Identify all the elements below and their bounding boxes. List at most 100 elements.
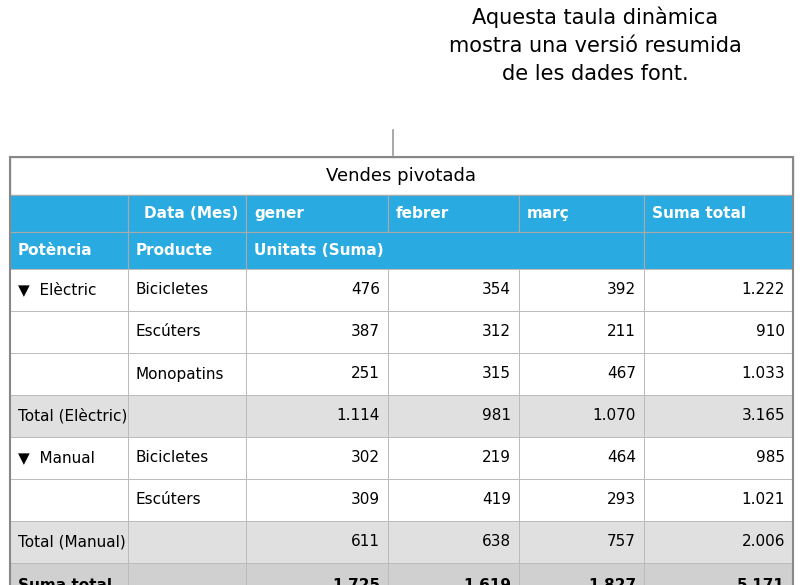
Bar	[643, 232, 792, 269]
Text: 309: 309	[350, 493, 380, 508]
Bar	[519, 521, 643, 563]
Text: Suma total: Suma total	[18, 578, 112, 585]
Bar	[643, 269, 792, 311]
Text: Monopatins: Monopatins	[136, 366, 224, 381]
Bar	[519, 311, 643, 353]
Bar	[246, 232, 643, 269]
Bar	[10, 479, 128, 521]
Text: Bicicletes: Bicicletes	[136, 450, 209, 466]
Bar	[643, 479, 792, 521]
Bar	[128, 232, 246, 269]
Bar	[128, 195, 246, 232]
Bar	[246, 563, 388, 585]
Text: 2.006: 2.006	[740, 535, 784, 549]
Text: març: març	[526, 206, 569, 221]
Bar	[128, 563, 246, 585]
Bar	[246, 479, 388, 521]
Text: 419: 419	[482, 493, 511, 508]
Text: Producte: Producte	[136, 243, 213, 258]
Bar	[128, 395, 246, 437]
Text: ▼  Manual: ▼ Manual	[18, 450, 95, 466]
Bar	[388, 479, 519, 521]
Bar	[10, 437, 128, 479]
Bar	[519, 437, 643, 479]
Bar	[519, 353, 643, 395]
Text: 3.165: 3.165	[740, 408, 784, 424]
Text: Data (Mes): Data (Mes)	[144, 206, 238, 221]
Bar	[246, 521, 388, 563]
Text: 5.171: 5.171	[736, 578, 784, 585]
Text: 910: 910	[755, 325, 784, 339]
Bar	[643, 521, 792, 563]
Bar	[10, 157, 792, 585]
Bar	[643, 311, 792, 353]
Text: Aquesta taula dinàmica
mostra una versió resumida
de les dades font.: Aquesta taula dinàmica mostra una versió…	[448, 7, 740, 84]
Bar	[128, 311, 246, 353]
Text: 757: 757	[606, 535, 635, 549]
Bar	[519, 269, 643, 311]
Bar	[519, 563, 643, 585]
Bar	[519, 195, 643, 232]
Bar	[643, 437, 792, 479]
Text: 251: 251	[351, 366, 380, 381]
Text: 312: 312	[482, 325, 511, 339]
Bar	[10, 232, 128, 269]
Bar	[246, 437, 388, 479]
Text: Total (Manual): Total (Manual)	[18, 535, 125, 549]
Bar	[246, 353, 388, 395]
Text: 467: 467	[606, 366, 635, 381]
Bar	[10, 311, 128, 353]
Bar	[643, 563, 792, 585]
Text: 476: 476	[351, 283, 380, 298]
Bar	[246, 269, 388, 311]
Text: 387: 387	[351, 325, 380, 339]
Bar	[643, 353, 792, 395]
Bar	[388, 395, 519, 437]
Text: 1.021: 1.021	[740, 493, 784, 508]
Bar	[10, 395, 128, 437]
Bar	[128, 269, 246, 311]
Text: Escúters: Escúters	[136, 325, 202, 339]
Text: Total (Elèctric): Total (Elèctric)	[18, 408, 127, 424]
Text: ▼  Elèctric: ▼ Elèctric	[18, 283, 96, 298]
Bar	[388, 437, 519, 479]
Bar	[128, 437, 246, 479]
Bar	[388, 195, 519, 232]
Text: 1.619: 1.619	[463, 578, 511, 585]
Text: 219: 219	[482, 450, 511, 466]
Text: 354: 354	[482, 283, 511, 298]
Text: 1.033: 1.033	[740, 366, 784, 381]
Bar	[388, 311, 519, 353]
Bar	[388, 521, 519, 563]
Text: 1.725: 1.725	[332, 578, 380, 585]
Bar	[246, 195, 388, 232]
Text: 302: 302	[351, 450, 380, 466]
Bar	[643, 195, 792, 232]
Bar	[128, 521, 246, 563]
Text: gener: gener	[254, 206, 304, 221]
Bar	[10, 521, 128, 563]
Text: 464: 464	[606, 450, 635, 466]
Text: 392: 392	[606, 283, 635, 298]
Bar	[388, 563, 519, 585]
Text: Bicicletes: Bicicletes	[136, 283, 209, 298]
Bar	[388, 269, 519, 311]
Text: febrer: febrer	[396, 206, 449, 221]
Text: Unitats (Suma): Unitats (Suma)	[254, 243, 383, 258]
Text: 985: 985	[755, 450, 784, 466]
Bar	[10, 563, 128, 585]
Text: Vendes pivotada: Vendes pivotada	[326, 167, 476, 185]
Text: 1.070: 1.070	[592, 408, 635, 424]
Bar	[10, 195, 128, 232]
Text: 315: 315	[482, 366, 511, 381]
Bar	[388, 353, 519, 395]
Bar	[128, 353, 246, 395]
Bar	[519, 479, 643, 521]
Text: Escúters: Escúters	[136, 493, 202, 508]
Bar	[519, 395, 643, 437]
Bar	[10, 353, 128, 395]
Bar	[643, 395, 792, 437]
Text: 981: 981	[482, 408, 511, 424]
Bar	[246, 311, 388, 353]
Text: 293: 293	[606, 493, 635, 508]
